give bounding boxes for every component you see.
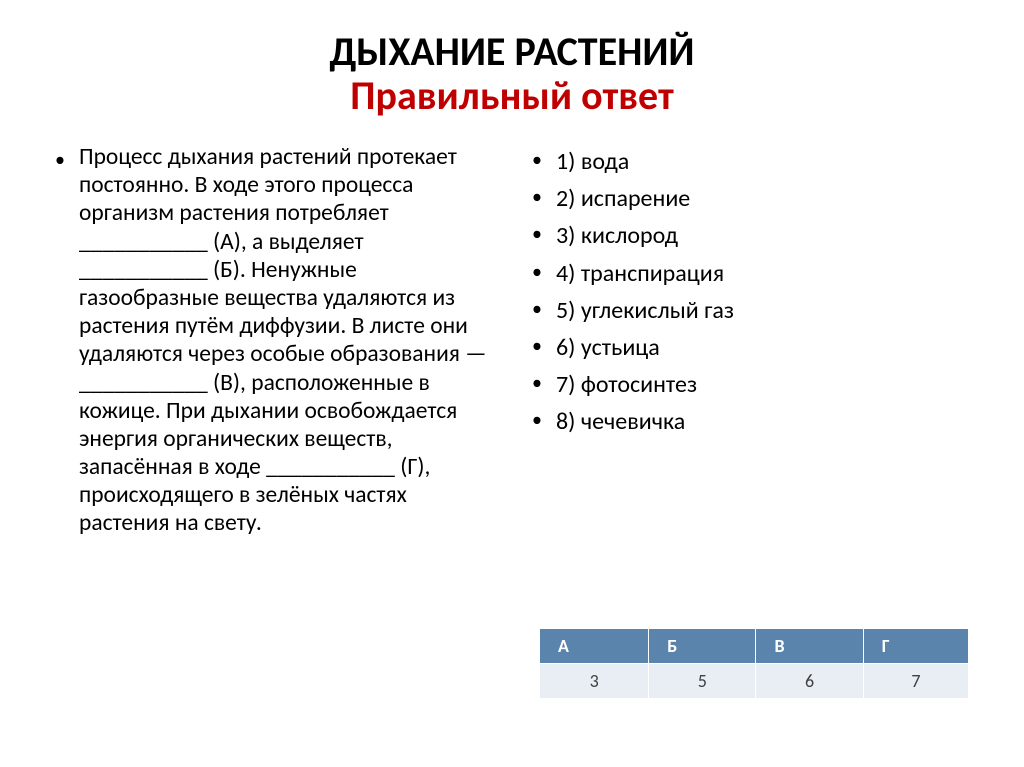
table-header-row: А Б В Г	[540, 629, 969, 664]
bullet-dot-icon: •	[532, 187, 542, 207]
bullet-dot-icon: •	[532, 150, 542, 170]
option-text: 4) транспирация	[556, 255, 724, 292]
right-column: • 1) вода • 2) испарение • 3) кислород • 4) …	[532, 143, 969, 538]
table-header-cell: А	[540, 629, 649, 664]
bullet-dot-icon: •	[532, 299, 542, 319]
table-cell: 5	[649, 664, 756, 699]
table-row: 3 5 6 7	[540, 664, 969, 699]
option-text: 3) кислород	[556, 217, 678, 254]
paragraph-text: Процесс дыхания растений протекает посто…	[79, 143, 492, 538]
table-cell: 3	[540, 664, 649, 699]
table-header-cell: В	[756, 629, 863, 664]
option-text: 2) испарение	[556, 180, 690, 217]
table-header-cell: Б	[649, 629, 756, 664]
answer-table: А Б В Г 3 5 6 7	[539, 628, 969, 699]
list-item: • 4) транспирация	[532, 255, 969, 292]
title-line2: Правильный ответ	[55, 74, 969, 118]
table-header-cell: Г	[863, 629, 968, 664]
bullet-dot-icon: •	[532, 373, 542, 393]
bullet-dot-icon: •	[55, 150, 65, 170]
bullet-dot-icon: •	[532, 224, 542, 244]
left-column: • Процесс дыхания растений протекает пос…	[55, 143, 492, 538]
answer-table-wrap: А Б В Г 3 5 6 7	[539, 628, 969, 699]
table-cell: 7	[863, 664, 968, 699]
columns: • Процесс дыхания растений протекает пос…	[55, 143, 969, 538]
list-item: • 3) кислород	[532, 217, 969, 254]
list-item: • 7) фотосинтез	[532, 366, 969, 403]
list-item: • 2) испарение	[532, 180, 969, 217]
table-cell: 6	[756, 664, 863, 699]
paragraph-bullet: • Процесс дыхания растений протекает пос…	[55, 143, 492, 538]
option-text: 7) фотосинтез	[556, 366, 697, 403]
slide-title: ДЫХАНИЕ РАСТЕНИЙ Правильный ответ	[55, 30, 969, 118]
option-text: 8) чечевичка	[556, 403, 685, 440]
slide: ДЫХАНИЕ РАСТЕНИЙ Правильный ответ • Проц…	[0, 0, 1024, 767]
option-text: 1) вода	[556, 143, 629, 180]
bullet-dot-icon: •	[532, 336, 542, 356]
options-list: • 1) вода • 2) испарение • 3) кислород • 4) …	[532, 143, 969, 441]
list-item: • 1) вода	[532, 143, 969, 180]
list-item: • 8) чечевичка	[532, 403, 969, 440]
title-line1: ДЫХАНИЕ РАСТЕНИЙ	[55, 30, 969, 74]
list-item: • 6) устьица	[532, 329, 969, 366]
list-item: • 5) углекислый газ	[532, 292, 969, 329]
bullet-dot-icon: •	[532, 262, 542, 282]
option-text: 5) углекислый газ	[556, 292, 734, 329]
bullet-dot-icon: •	[532, 410, 542, 430]
option-text: 6) устьица	[556, 329, 660, 366]
